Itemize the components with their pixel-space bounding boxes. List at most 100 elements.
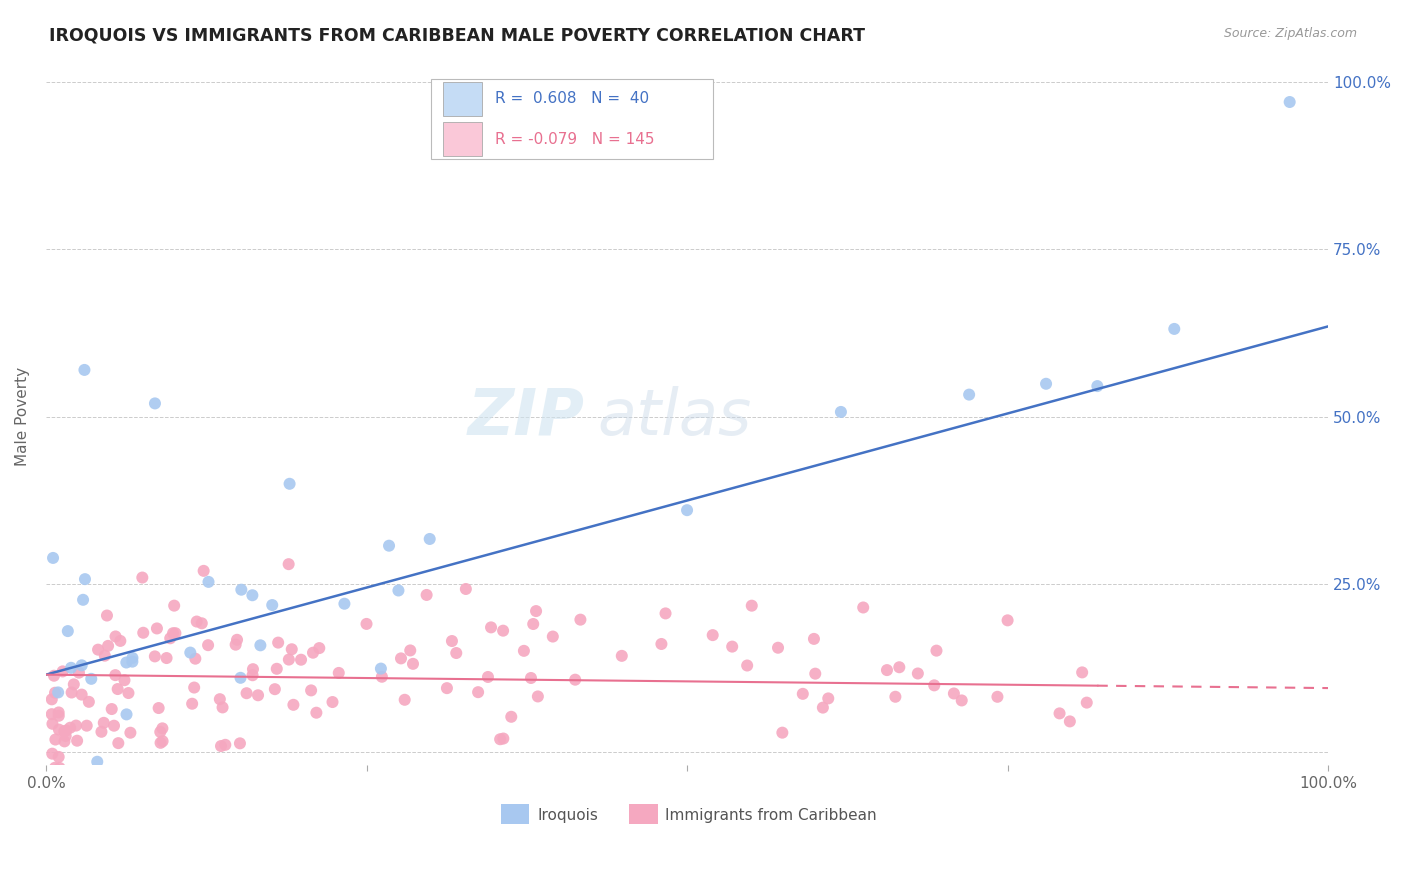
- Point: [281, 642, 304, 657]
- Point: [179, 646, 201, 660]
- Bar: [443, 122, 482, 156]
- Bar: [430, 79, 713, 159]
- Point: [87, 642, 110, 657]
- Point: [214, 738, 236, 752]
- Point: [65, 718, 87, 732]
- Point: [1076, 696, 1098, 710]
- Point: [702, 628, 724, 642]
- Point: [211, 700, 233, 714]
- Point: [114, 673, 136, 688]
- Point: [86, 755, 108, 769]
- Point: [66, 733, 89, 747]
- Point: [654, 607, 676, 621]
- Point: [120, 725, 142, 739]
- Point: [150, 722, 173, 736]
- Point: [70, 688, 93, 702]
- Point: [501, 710, 523, 724]
- Point: [148, 701, 170, 715]
- Point: [242, 588, 264, 602]
- Point: [181, 697, 204, 711]
- Point: [48, 750, 70, 764]
- Point: [387, 583, 409, 598]
- Point: [247, 688, 270, 702]
- Point: [72, 592, 94, 607]
- Point: [58, 764, 80, 778]
- Point: [46, 685, 69, 699]
- Point: [356, 616, 378, 631]
- Text: ZIP: ZIP: [467, 386, 585, 448]
- Point: [62, 677, 84, 691]
- Point: [852, 600, 875, 615]
- Point: [186, 615, 208, 629]
- Point: [53, 734, 76, 748]
- Point: [107, 736, 129, 750]
- Point: [564, 673, 586, 687]
- Point: [41, 716, 63, 731]
- Text: R =  0.608   N =  40: R = 0.608 N = 40: [495, 92, 648, 106]
- Point: [155, 651, 177, 665]
- Point: [402, 657, 425, 671]
- Point: [446, 646, 468, 660]
- Point: [650, 637, 672, 651]
- Point: [60, 685, 83, 699]
- Point: [60, 661, 83, 675]
- Point: [262, 598, 284, 612]
- Point: [73, 363, 96, 377]
- Y-axis label: Male Poverty: Male Poverty: [15, 368, 30, 467]
- Point: [1035, 376, 1057, 391]
- Point: [436, 681, 458, 695]
- Point: [492, 731, 515, 746]
- Point: [242, 668, 264, 682]
- Point: [792, 687, 814, 701]
- Point: [925, 643, 948, 657]
- Point: [283, 698, 305, 712]
- Point: [1071, 665, 1094, 680]
- Point: [242, 662, 264, 676]
- Point: [159, 632, 181, 646]
- Point: [208, 692, 231, 706]
- Point: [477, 670, 499, 684]
- Point: [884, 690, 907, 704]
- Point: [889, 660, 911, 674]
- Point: [104, 668, 127, 682]
- Point: [1049, 706, 1071, 721]
- Point: [803, 632, 825, 646]
- Point: [100, 702, 122, 716]
- Point: [513, 644, 536, 658]
- Point: [277, 652, 299, 666]
- Point: [524, 604, 547, 618]
- Point: [610, 648, 633, 663]
- Point: [96, 608, 118, 623]
- Point: [48, 761, 70, 775]
- Point: [263, 682, 285, 697]
- Point: [1085, 379, 1108, 393]
- Point: [183, 681, 205, 695]
- Point: [467, 685, 489, 699]
- Point: [277, 557, 299, 571]
- Point: [73, 572, 96, 586]
- Point: [770, 725, 793, 739]
- Point: [184, 651, 207, 665]
- Point: [440, 634, 463, 648]
- Point: [229, 671, 252, 685]
- Point: [907, 666, 929, 681]
- Point: [721, 640, 744, 654]
- Point: [55, 723, 77, 738]
- Point: [399, 643, 422, 657]
- Point: [735, 658, 758, 673]
- Point: [94, 648, 117, 663]
- Point: [197, 574, 219, 589]
- Point: [44, 732, 66, 747]
- Point: [55, 729, 77, 743]
- Point: [48, 706, 70, 720]
- Point: [97, 639, 120, 653]
- Point: [266, 662, 288, 676]
- Point: [520, 671, 543, 685]
- Bar: [630, 805, 658, 824]
- Point: [278, 476, 301, 491]
- Point: [214, 772, 236, 786]
- Point: [56, 624, 79, 639]
- Point: [492, 624, 515, 638]
- Point: [70, 658, 93, 673]
- Point: [193, 564, 215, 578]
